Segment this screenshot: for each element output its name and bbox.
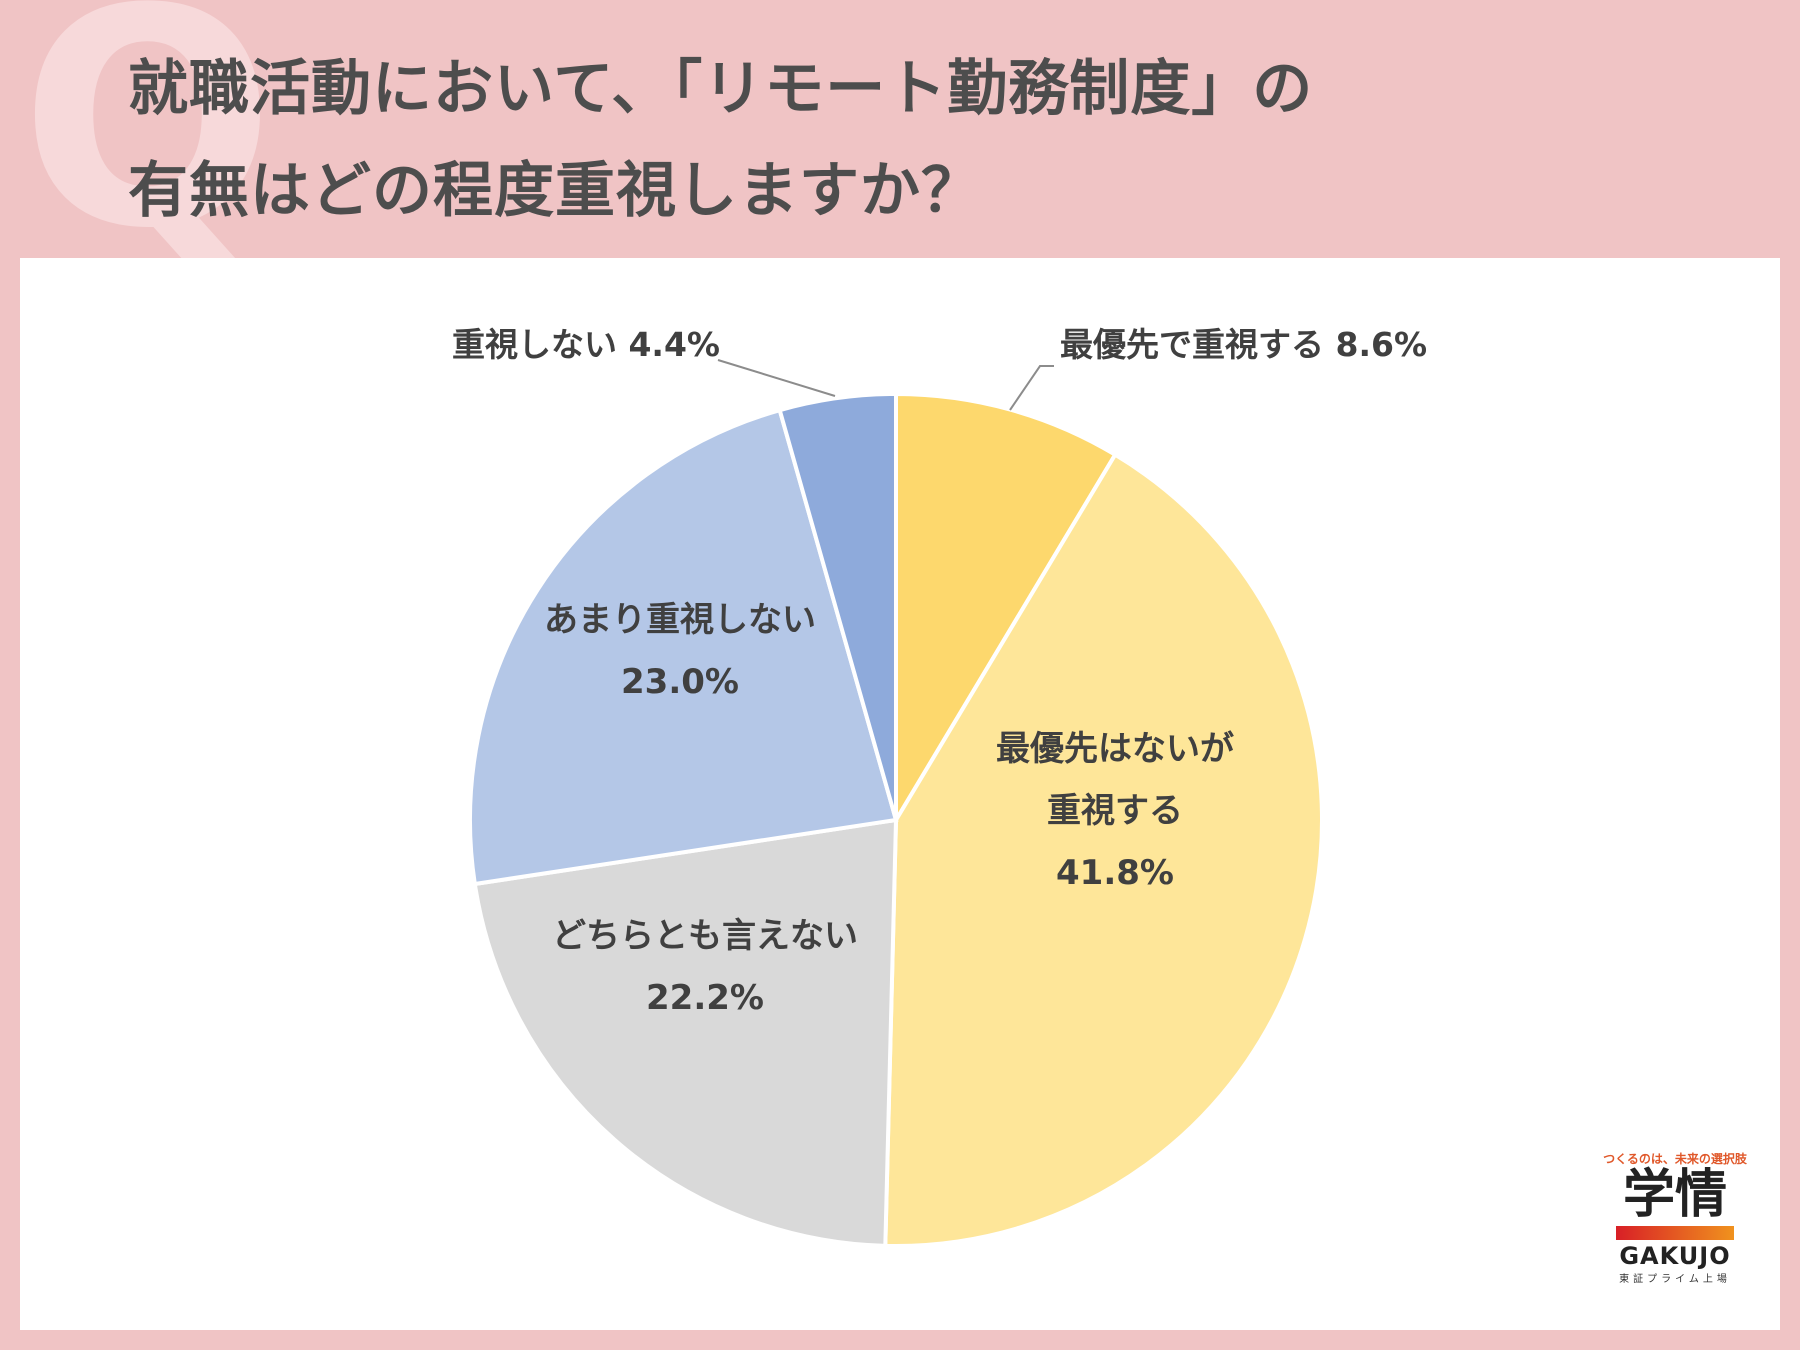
logo-mark: 学情 [1622,1165,1727,1225]
slice-label-2-line-3: 41.8% [1056,853,1174,893]
q-decoration: Q [20,0,276,294]
slice-label-3-line-2: 22.2% [646,978,764,1018]
slice-label-5-line-1: 重視しない 4.4% [452,325,720,364]
pie-slice-4 [468,407,899,887]
slice-label-4-line-2: 23.0% [621,662,739,702]
logo-subtitle: 東証プライム上場 [1619,1274,1731,1286]
title-line-1: 就職活動において、「リモート勤務制度」の [128,54,1314,124]
slice-label-4-line-1: あまり重視しない [544,600,816,640]
pie-slice-3 [472,817,899,1248]
logo-bar [1616,1226,1734,1241]
leader-line-5 [717,359,836,397]
logo-tagline: つくるのは、未来の選択肢 [1603,1152,1747,1166]
leader-line-1 [1009,365,1054,411]
slice-label-2-line-1: 最優先はないが [996,729,1234,769]
page-title: 就職活動において、「リモート勤務制度」の 有無はどの程度重視しますか？ [128,38,1313,242]
slice-label-2-line-2: 重視する [1047,791,1183,831]
slice-label-3-line-1: どちらとも言えない [552,916,858,956]
pie-slice-2 [883,451,1325,1248]
pie-slice-5 [777,391,898,821]
logo-name-en: GAKUJO [1619,1242,1731,1271]
title-line-2: 有無はどの程度重視しますか？ [128,156,982,226]
slice-label-1-line-1: 最優先で重視する 8.6% [1060,325,1427,364]
gakujo-logo: つくるのは、未来の選択肢 学情 GAKUJO 東証プライム上場 [1590,1150,1760,1320]
